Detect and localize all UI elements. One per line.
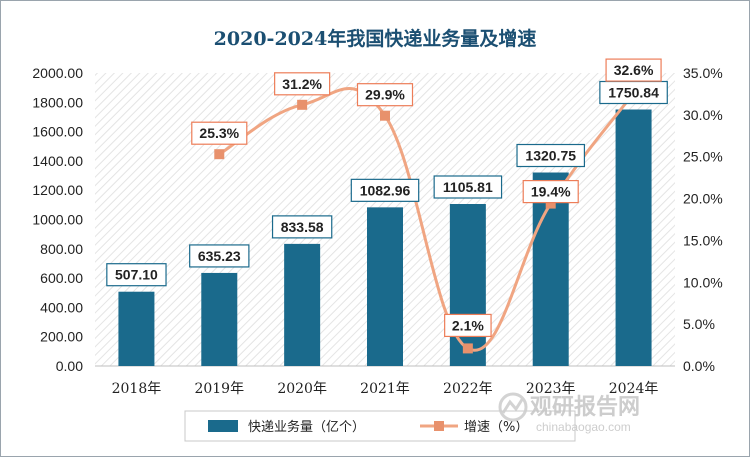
bar-label-text: 1105.81 — [443, 179, 493, 195]
bar-data-label: 1750.84 — [599, 80, 668, 105]
right-tick-label: 10.0% — [683, 274, 723, 290]
x-tick-label: 2023年 — [526, 381, 576, 397]
rate-label-box — [605, 58, 662, 82]
rate-data-label: 19.4% — [522, 179, 579, 204]
rate-data-label: 25.3% — [191, 121, 248, 145]
legend-bar-swatch — [208, 420, 238, 432]
bar — [201, 272, 238, 366]
rate-label-text: 31.2% — [282, 76, 322, 92]
bar-label-text: 635.23 — [198, 248, 241, 264]
bar-label-box — [271, 215, 333, 239]
rate-data-label: 32.6% — [605, 58, 662, 82]
bar-data-label: 1320.75 — [516, 143, 586, 168]
right-tick-label: 20.0% — [683, 191, 723, 207]
right-tick-label: 25.0% — [683, 149, 723, 165]
bar-label-text: 1082.96 — [360, 182, 411, 198]
x-tick-label: 2018年 — [112, 381, 162, 397]
right-axis: 0.0% 5.0% 10.0% 15.0% 20.0% 25.0% 30.0% 35.0% — [683, 65, 723, 374]
x-tick-label: 2021年 — [360, 381, 410, 397]
rate-label-text: 29.9% — [365, 87, 405, 103]
watermark: 观研报告网 chinabaogao.com — [498, 392, 640, 434]
right-tick-label: 30.0% — [683, 107, 723, 123]
rate-data-labels: 25.3% 31.2% 29.9% 2.1% 19.4% 32.6% — [191, 58, 662, 338]
bar-data-label: 1105.81 — [433, 175, 503, 199]
left-tick-label: 200.00 — [40, 329, 83, 345]
right-tick-label: 35.0% — [683, 65, 723, 81]
rate-label-box — [522, 179, 579, 204]
bar-data-label: 635.23 — [189, 244, 250, 268]
rate-marker — [380, 110, 390, 121]
legend-bar-label: 快递业务量（亿个） — [248, 419, 365, 435]
rate-label-text: 2.1% — [452, 317, 484, 333]
left-tick-label: 1800.00 — [32, 94, 83, 110]
x-tick-label: 2019年 — [194, 381, 244, 397]
right-tick-label: 0.0% — [683, 358, 715, 374]
bar — [284, 243, 321, 366]
legend-line-label: 增速（%） — [464, 420, 528, 435]
bar-data-label: 1082.96 — [350, 178, 420, 202]
watermark-url: chinabaogao.com — [536, 420, 631, 434]
left-tick-label: 800.00 — [40, 241, 83, 257]
left-tick-label: 1400.00 — [32, 153, 83, 169]
right-tick-label: 5.0% — [683, 316, 715, 332]
legend-box — [184, 410, 576, 442]
rate-marker — [545, 198, 556, 209]
bar-label-text: 1320.75 — [525, 148, 576, 164]
x-tick-label: 2020年 — [277, 381, 327, 397]
bar-data-label: 833.58 — [271, 215, 333, 239]
left-tick-label: 0.00 — [56, 358, 83, 374]
left-axis: 0.00 200.00 400.00 600.00 800.00 1000.00 1200.… — [32, 65, 675, 374]
bar-label-box — [516, 143, 586, 168]
bar-data-labels: 507.10 635.23 833.58 1082.96 1105.81 1320.75 1… — [106, 80, 668, 287]
rate-marker — [462, 343, 473, 354]
bar — [367, 207, 403, 366]
x-tick-label: 2022年 — [443, 381, 493, 397]
rate-label-text: 25.3% — [199, 125, 239, 141]
rate-label-box — [356, 83, 414, 107]
left-tick-label: 600.00 — [40, 270, 83, 286]
rate-label-box — [444, 313, 492, 338]
bar-label-text: 833.58 — [281, 219, 324, 235]
rate-data-label: 29.9% — [356, 83, 414, 107]
rate-marker — [214, 149, 225, 160]
bar — [615, 109, 652, 366]
left-tick-label: 1600.00 — [32, 124, 83, 140]
rate-label-text: 19.4% — [531, 184, 571, 200]
legend-line-marker — [434, 421, 444, 431]
rate-label-text: 32.6% — [614, 62, 654, 78]
bar-label-box — [350, 178, 420, 202]
left-tick-label: 400.00 — [40, 299, 83, 315]
rate-marker — [297, 99, 308, 110]
bar-data-label: 507.10 — [106, 263, 167, 287]
chart-title: 2020-2024年我国快递业务量及增速 — [214, 27, 537, 50]
bar — [449, 203, 486, 366]
legend: 快递业务量（亿个） 增速（%） — [184, 410, 576, 442]
rate-label-box — [274, 72, 331, 96]
watermark-logo-icon — [498, 392, 528, 422]
left-tick-label: 1200.00 — [32, 182, 83, 198]
watermark-text: 观研报告网 — [530, 395, 640, 420]
bar-label-box — [433, 175, 503, 199]
bar-label-text: 507.10 — [115, 267, 158, 283]
bar-label-box — [189, 244, 250, 268]
left-tick-label: 1000.00 — [32, 212, 83, 228]
rate-data-label: 2.1% — [444, 313, 492, 338]
right-tick-label: 15.0% — [683, 232, 723, 248]
rate-data-label: 31.2% — [274, 72, 331, 96]
left-tick-label: 2000.00 — [32, 65, 83, 81]
x-tick-label: 2024年 — [609, 381, 659, 397]
bar-label-box — [106, 263, 167, 287]
rate-label-box — [191, 121, 248, 145]
bar-label-text: 1750.84 — [608, 85, 659, 101]
bar — [118, 291, 155, 366]
x-axis: 2018年 2019年 2020年 2021年 2022年 2023年 2024年 — [112, 381, 659, 397]
